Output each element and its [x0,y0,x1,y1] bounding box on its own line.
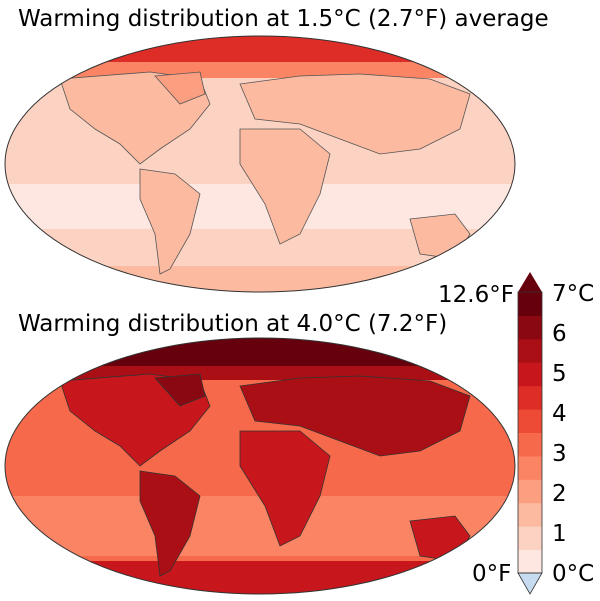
colorbar-segment [518,479,542,504]
colorbar-tick-label: 7°C [552,281,595,307]
colorbar-min-f-label: 0°F [472,561,512,587]
colorbar-segment [518,292,542,316]
top-map-title: Warming distribution at 1.5°C (2.7°F) av… [18,6,549,32]
colorbar-segment [518,409,542,433]
colorbar-segment [518,432,542,457]
continents [59,373,471,577]
colorbar-segment [518,315,542,340]
greenland [154,71,206,105]
colorbar-segment [518,338,542,363]
colorbar-tick-label: 1 [552,521,567,547]
colorbar-segments [518,292,542,574]
south-america [139,470,201,577]
eurasia [239,375,471,457]
colorbar-min-arrow [517,572,543,595]
continents [59,71,471,275]
africa [239,430,331,547]
colorbar-segment [518,385,542,410]
bottom-map-title: Warming distribution at 4.0°C (7.2°F) [18,311,448,337]
colorbar-segment [518,455,542,480]
colorbar-tick-label: 2 [552,481,567,507]
eurasia [239,73,471,155]
colorbar-max-arrow [518,272,542,292]
colorbar-segment [518,526,542,551]
greenland [154,373,206,407]
colorbar-segment [518,362,542,387]
colorbar-segment [518,502,542,527]
south-america [139,168,201,275]
warming-map-1-5c [4,35,516,293]
colorbar-tick-label: 4 [552,401,567,427]
colorbar-max-f-label: 12.6°F [438,282,514,308]
colorbar-tick-label: 3 [552,441,567,467]
colorbar-segment [518,549,542,574]
colorbar-tick-label: 6 [552,321,567,347]
colorbar-tick-label: 5 [552,361,567,387]
colorbar-tick-label: 0°C [552,561,595,587]
warming-map-4-0c [4,337,516,595]
africa [239,128,331,245]
